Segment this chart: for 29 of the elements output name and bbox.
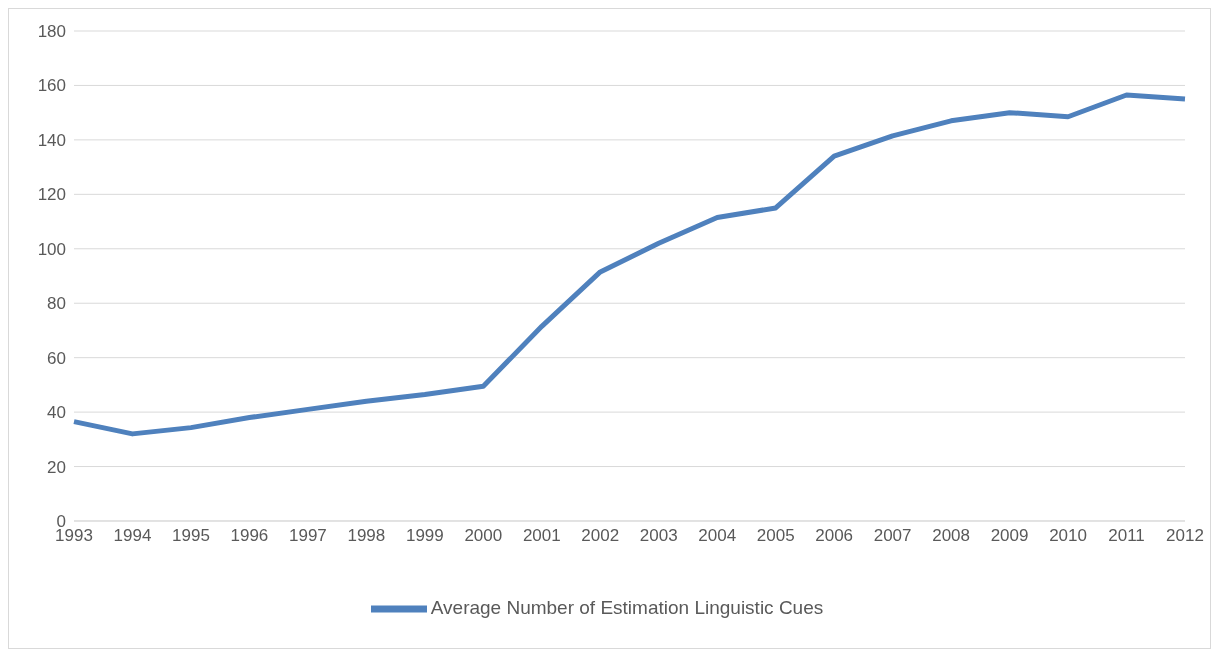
y-tick-label: 100 (37, 239, 66, 259)
x-tick-label: 2009 (990, 526, 1029, 546)
x-tick-label: 2004 (698, 526, 737, 546)
x-tick-label: 1996 (230, 526, 269, 546)
y-tick-label: 120 (37, 185, 66, 205)
y-tick-label: 60 (47, 348, 66, 368)
x-tick-label: 1999 (405, 526, 444, 546)
y-tick-label: 140 (37, 130, 66, 150)
x-tick-label: 2003 (639, 526, 678, 546)
x-tick-label: 2007 (873, 526, 912, 546)
y-tick-label: 80 (47, 294, 66, 314)
x-tick-label: 1997 (288, 526, 327, 546)
x-tick-label: 1995 (172, 526, 210, 546)
y-tick-label: 160 (37, 76, 66, 96)
x-tick-label: 2006 (815, 526, 854, 546)
x-tick-label: 1994 (113, 526, 152, 546)
y-tick-label: 40 (47, 403, 66, 423)
x-tick-label: 2001 (522, 526, 561, 546)
y-tick-label: 180 (37, 22, 66, 42)
x-tick-label: 1998 (347, 526, 386, 546)
x-tick-label: 2005 (756, 526, 795, 546)
x-tick-label: 2010 (1049, 526, 1087, 546)
x-tick-label: 2011 (1108, 526, 1145, 546)
y-tick-label: 20 (47, 457, 66, 477)
x-tick-label: 2012 (1166, 526, 1204, 546)
x-tick-label: 2000 (464, 526, 503, 546)
legend-label: Average Number of Estimation Linguistic Cues (430, 597, 824, 619)
x-tick-label: 2002 (581, 526, 620, 546)
x-tick-label: 2008 (932, 526, 971, 546)
